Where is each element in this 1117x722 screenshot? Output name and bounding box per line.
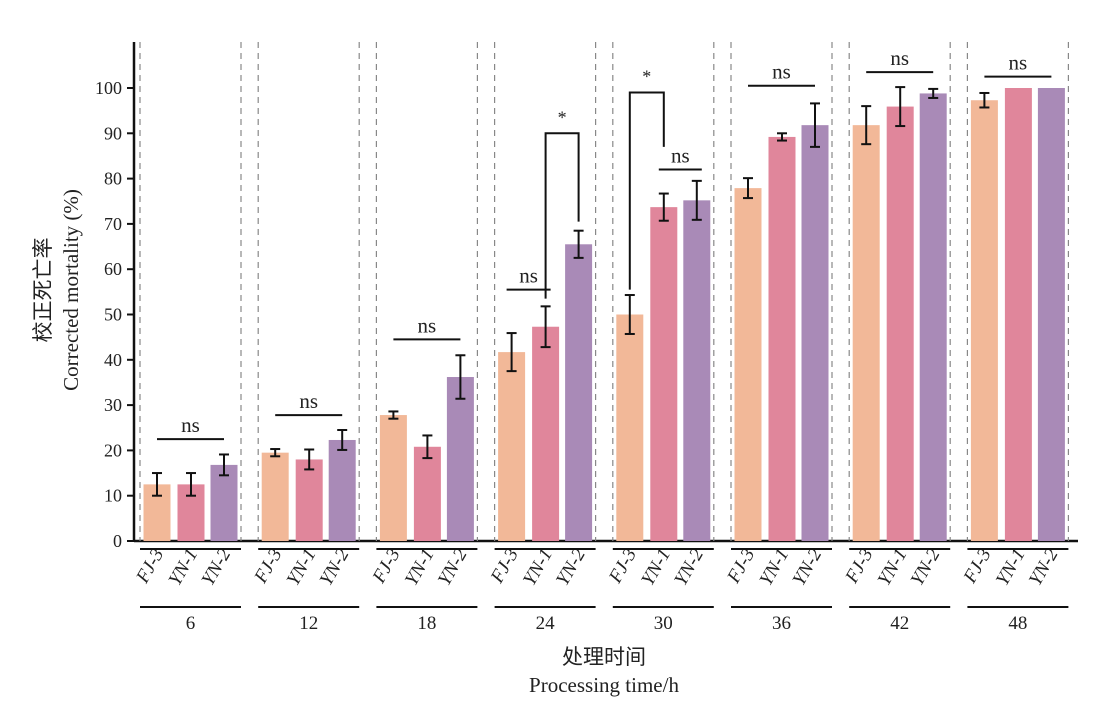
bar-yn-2-30h [683,200,711,541]
bar-yn-1-24h [532,326,560,541]
significance-label: ns [772,60,791,84]
y-tick-label: 40 [104,350,122,370]
y-tick-label: 80 [104,169,122,189]
bar-yn-1-48h [1004,88,1032,541]
bar-yn-1-12h [295,459,323,541]
significance-bracket [544,132,580,299]
significance-label: ns [671,144,690,168]
y-tick-label: 90 [104,123,122,143]
bar-fj-3-48h [970,100,998,541]
bar-fj-3-30h [616,314,644,541]
bar-yn-1-42h [886,106,914,541]
x-tick-label: FJ-3 [959,545,996,587]
x-tick-label: FJ-3 [250,545,287,587]
x-tick-label: YN-1 [874,545,912,589]
x-tick-label: YN-1 [992,545,1030,589]
x-category-label: 36 [772,613,791,634]
x-tick-label: FJ-3 [723,545,760,587]
x-tick-label: YN-1 [519,545,557,589]
x-tick-label: YN-1 [283,545,321,589]
x-tick-label: YN-1 [756,545,794,589]
x-axis-label-cn: 处理时间 [562,645,646,669]
y-tick-label: 10 [104,486,122,506]
x-tick-label: YN-1 [401,545,439,589]
significance-label: * [558,107,567,127]
x-tick-label: YN-1 [637,545,675,589]
significance-label: ns [519,264,538,288]
y-tick-label: 30 [104,395,122,415]
y-tick-label: 50 [104,305,122,325]
x-category-label: 24 [536,613,556,634]
bar-fj-3-18h [379,415,407,541]
y-tick-label: 0 [113,531,122,551]
x-category-label: 6 [186,613,196,634]
significance-label: ns [299,389,318,413]
x-tick-label: FJ-3 [841,545,878,587]
x-category-label: 42 [890,613,909,634]
y-axis-label-cn: 校正死亡率 [31,238,55,343]
significance-label: ns [418,313,437,337]
x-tick-label: YN-2 [907,545,945,590]
bar-yn-1-36h [768,136,796,541]
bar-yn-2-42h [919,93,947,541]
x-axis-label: Processing time/h [529,673,679,697]
x-tick-label: YN-1 [165,545,203,589]
x-category-label: 30 [654,613,673,634]
x-tick-label: FJ-3 [132,545,169,587]
bar-yn-2-6h [210,464,238,541]
bar-yn-2-48h [1037,88,1065,541]
bar-fj-3-24h [498,352,526,541]
bar-yn-1-18h [413,446,441,541]
x-tick-label: FJ-3 [605,545,642,587]
significance-label: ns [1009,51,1028,75]
y-tick-label: 20 [104,440,122,460]
significance-bracket [628,91,665,290]
bar-fj-3-36h [734,188,762,541]
x-tick-label: YN-2 [434,545,472,590]
x-tick-label: YN-2 [1025,545,1063,590]
bar-yn-1-30h [650,207,678,542]
bar-yn-2-36h [801,125,829,542]
y-tick-label: 60 [104,259,122,279]
significance-label: ns [181,413,200,437]
x-tick-label: YN-2 [552,545,590,590]
significance-label: * [642,67,651,87]
x-tick-label: FJ-3 [368,545,405,587]
bar-yn-2-24h [565,244,593,541]
y-axis-label: Corrected mortality (%) [59,189,83,391]
bar-yn-2-18h [446,377,474,541]
x-category-label: 12 [299,613,318,634]
x-tick-label: YN-2 [670,545,708,590]
x-tick-label: YN-2 [316,545,354,590]
bar-fj-3-12h [261,452,289,541]
x-tick-label: YN-2 [198,545,236,590]
x-tick-label: FJ-3 [486,545,523,587]
bar-yn-2-12h [328,439,356,541]
x-category-label: 48 [1008,613,1027,634]
significance-label: ns [890,46,909,70]
x-category-label: 18 [417,613,436,634]
bar-fj-3-42h [852,125,880,542]
x-tick-label: YN-2 [789,545,827,590]
y-tick-label: 100 [95,78,122,98]
y-tick-label: 70 [104,214,122,234]
